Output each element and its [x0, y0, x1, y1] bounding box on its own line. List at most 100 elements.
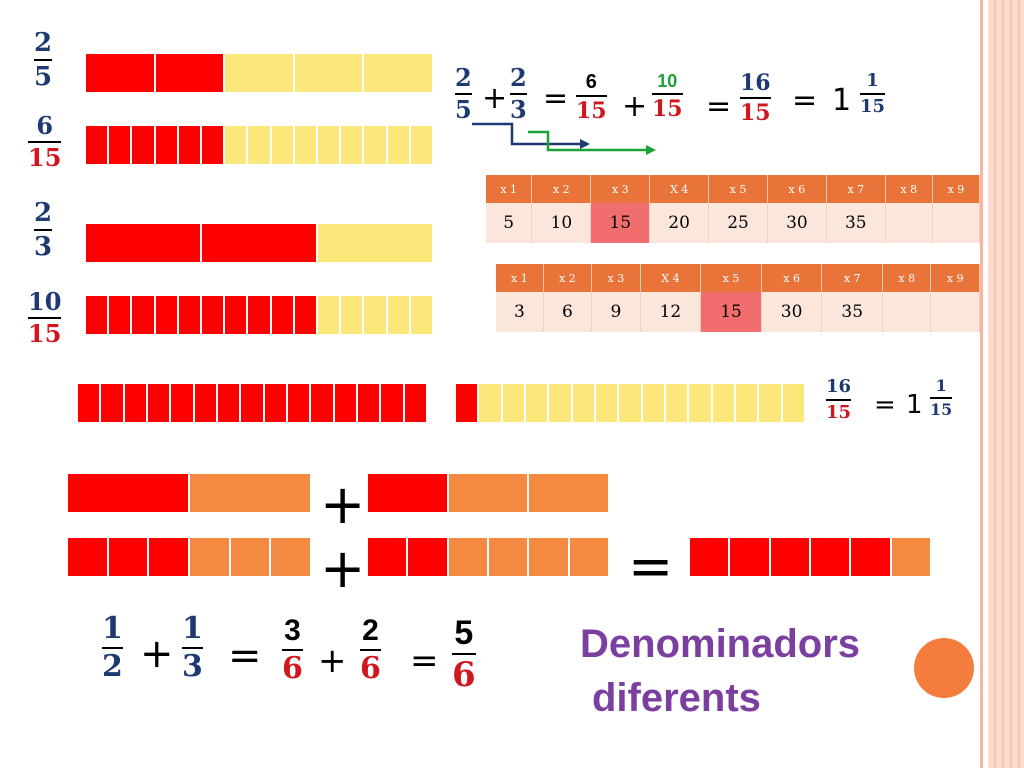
strip-cell-empty — [529, 474, 609, 512]
table-value-cell — [930, 292, 980, 332]
table-value-cell: 25 — [708, 203, 768, 243]
strip-cell-empty — [364, 126, 386, 164]
strip-cell-filled — [132, 296, 154, 334]
strip-cell-empty — [341, 296, 363, 334]
mid-whole: 1 — [906, 390, 923, 420]
strip-cell-filled — [78, 384, 100, 422]
strip-cell-filled — [124, 384, 146, 422]
strip-cell-empty — [364, 54, 432, 92]
strip-cell-filled — [248, 296, 270, 334]
table-value-cell: 15 — [700, 292, 762, 332]
strip-cell-filled — [108, 538, 148, 576]
eq-top-six-fifteenths: 6 15 — [576, 71, 607, 124]
table-value-cell: 12 — [640, 292, 702, 332]
plus-sign-b: + — [320, 537, 366, 600]
strip-cell-filled — [271, 296, 293, 334]
table-value-cell: 30 — [767, 203, 827, 243]
fraction-six-fifteenths: 6 15 — [28, 111, 62, 172]
table-value-cell: 35 — [821, 292, 883, 332]
eq-top-equals-1: = — [543, 81, 569, 116]
table-header-cell: x 8 — [882, 264, 932, 292]
strip-cell-empty — [387, 126, 409, 164]
strip-cell-empty — [448, 474, 528, 512]
table-header-cell: x 1 — [496, 264, 544, 292]
strip-six-fifteenths — [86, 126, 433, 164]
table-header-cell: x 8 — [885, 175, 933, 203]
table-value-cell — [885, 203, 933, 243]
strip-cell-filled — [155, 54, 224, 92]
caption-line-2: diferents — [592, 676, 761, 720]
orange-circle-bullet — [914, 638, 974, 698]
table-value-cell: 6 — [543, 292, 593, 332]
table-value-cell — [882, 292, 932, 332]
strip-cell-filled — [171, 384, 193, 422]
strip-cell-filled — [202, 296, 224, 334]
strip-cell-filled — [86, 296, 108, 334]
strip-cell-filled — [178, 126, 201, 164]
strip-cell-filled — [357, 384, 380, 422]
eq-bottom-plus-1: + — [140, 631, 174, 677]
strip-two-thirds — [86, 224, 432, 262]
strip-cell-empty — [712, 384, 734, 422]
strip-cell-empty — [891, 538, 930, 576]
table-value-cell: 15 — [590, 203, 651, 243]
eq-top-sixteen-fifteenths: 16 15 — [740, 70, 771, 126]
table-header-cell: x 7 — [826, 175, 886, 203]
strip-cell-filled — [368, 474, 447, 512]
strip-cell-empty — [642, 384, 664, 422]
strip-cell-filled — [149, 538, 189, 576]
strip-cell-filled — [86, 54, 154, 92]
strip-cell-filled — [202, 224, 316, 262]
strip-cell-empty — [225, 54, 293, 92]
strip-cell-empty — [665, 384, 688, 422]
strip-cell-filled — [202, 126, 224, 164]
strip-cell-filled — [68, 474, 188, 512]
strip-cell-filled — [810, 538, 850, 576]
table-header-cell: X 4 — [649, 175, 710, 203]
mid-sixteen-fifteenths: 16 15 — [826, 376, 852, 423]
strip-cell-empty — [364, 296, 386, 334]
strip-cell-filled — [368, 538, 407, 576]
eq-top-equals-2: = — [706, 89, 732, 124]
strip-cell-empty — [525, 384, 548, 422]
caption-line-1: Denominadors — [580, 622, 861, 666]
strip-cell-filled — [155, 296, 177, 334]
strip-sum-whole — [78, 384, 426, 422]
strip-two-fifths — [86, 54, 432, 92]
table-header-cell: x 7 — [821, 264, 883, 292]
strip-cell-empty — [225, 126, 247, 164]
arrow-connectors — [472, 122, 656, 155]
table-header-cell: x 1 — [486, 175, 533, 203]
strip-cell-empty — [294, 54, 363, 92]
strip-cell-empty — [271, 126, 293, 164]
fraction-ten-fifteenths: 10 15 — [28, 287, 62, 348]
eq-bottom-equals-1: = — [228, 633, 262, 679]
strip-cell-filled — [264, 384, 286, 422]
strip-cell-filled — [178, 296, 201, 334]
strip-cell-filled — [194, 384, 216, 422]
strip-cell-filled — [86, 224, 200, 262]
table-header-cell: x 5 — [700, 264, 762, 292]
table-value-cell: 9 — [591, 292, 641, 332]
table-header-cell: x 9 — [932, 175, 981, 203]
strip-cell-filled — [456, 384, 478, 422]
table-value-cell: 5 — [486, 203, 533, 243]
equals-sign: = — [628, 535, 674, 598]
table-header-cell: x 5 — [708, 175, 768, 203]
green-arrow — [528, 130, 652, 152]
strip-cell-empty — [190, 538, 229, 576]
strip-cell-filled — [770, 538, 809, 576]
strip-cell-filled — [690, 538, 729, 576]
eq-top-plus-1: + — [482, 81, 508, 116]
eq-top-ten-fifteenths: 10 15 — [652, 71, 683, 122]
table-header-cell: x 6 — [761, 264, 823, 292]
strip-cell-filled — [109, 126, 131, 164]
strip-cell-empty — [410, 126, 433, 164]
strip-cell-empty — [479, 384, 501, 422]
